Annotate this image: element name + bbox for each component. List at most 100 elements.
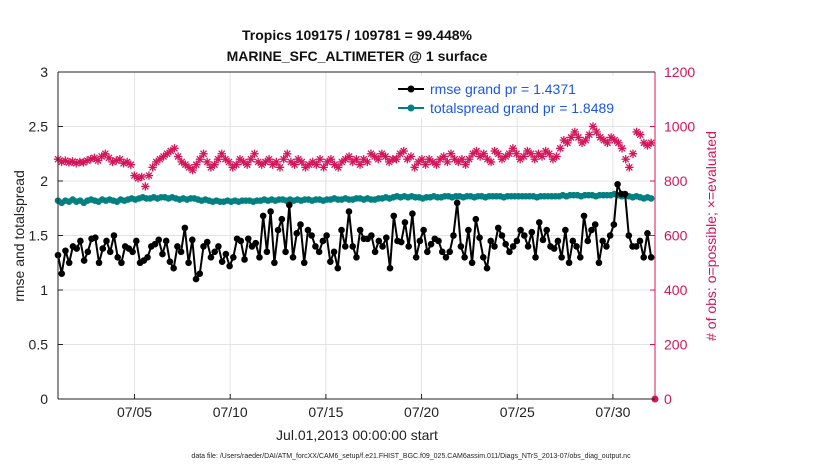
rmse-point	[420, 226, 427, 234]
obs-count-marker	[494, 149, 503, 158]
rmse-point	[509, 243, 517, 250]
rmse-point	[614, 180, 621, 188]
obs-count-marker	[217, 149, 226, 158]
y-left-tick-label: 3	[40, 64, 48, 80]
rmse-point	[84, 248, 92, 256]
obs-count-marker	[326, 155, 336, 164]
obs-count-marker	[228, 163, 237, 172]
rmse-point	[636, 237, 644, 245]
obs-count-marker	[173, 152, 183, 161]
rmse-point	[409, 210, 416, 217]
obs-count-marker	[530, 155, 539, 164]
rmse-point	[569, 237, 577, 245]
rmse-point	[330, 248, 338, 256]
obs-count-marker	[122, 157, 132, 167]
rmse-point	[524, 243, 532, 250]
rmse-point	[237, 237, 245, 245]
rmse-point	[263, 248, 271, 256]
rmse-point	[259, 212, 267, 220]
rmse-point	[595, 259, 603, 267]
obs-count-marker	[592, 127, 601, 137]
obs-count-marker	[286, 157, 296, 167]
rmse-point	[647, 253, 655, 261]
obs-count-marker	[315, 155, 325, 164]
y-right-tick-label: 0	[664, 391, 672, 407]
rmse-point	[106, 248, 114, 256]
obs-count-marker	[563, 138, 572, 148]
obs-count-marker	[243, 160, 252, 169]
y-left-tick-label: 1	[40, 282, 48, 298]
series-totalspread	[54, 190, 655, 207]
rmse-point	[110, 232, 118, 239]
rmse-point	[491, 243, 498, 250]
rmse-point	[341, 243, 349, 250]
rmse-point	[230, 253, 237, 261]
obs-count-marker	[232, 160, 241, 169]
rmse-point	[416, 237, 424, 245]
rmse-point	[465, 226, 472, 234]
rmse-point	[487, 237, 495, 245]
rmse-point	[513, 237, 521, 245]
obs-count-marker	[399, 146, 408, 156]
obs-count-marker	[410, 163, 419, 172]
obs-count-marker	[224, 157, 234, 167]
obs-count-marker	[625, 163, 634, 172]
y-left-tick-label: 0.5	[29, 337, 49, 353]
x-axis-ticks: 07/05 07/10 07/15 07/20 07/25 07/30	[117, 394, 631, 420]
obs-count-marker	[126, 160, 135, 169]
rmse-point	[386, 264, 394, 272]
rmse-point	[550, 245, 558, 252]
obs-count-marker	[119, 159, 128, 168]
rmse-point	[345, 208, 353, 215]
rmse-point	[375, 237, 383, 245]
rmse-point	[222, 250, 230, 258]
rmse-point	[479, 253, 487, 261]
obs-count-marker	[188, 165, 197, 175]
obs-count-marker	[636, 130, 645, 139]
y-axis-right-label: # of obs: o=possible; ×=evaluated	[703, 131, 719, 341]
rmse-point	[114, 253, 121, 261]
rmse-point	[450, 232, 457, 239]
obs-count-marker	[137, 172, 146, 182]
rmse-point	[155, 236, 163, 244]
obs-count-marker	[272, 157, 281, 167]
rmse-point	[412, 253, 420, 261]
obs-count-marker	[552, 152, 561, 161]
obs-count-marker	[195, 155, 205, 164]
obs-count-marker	[421, 160, 430, 169]
obs-count-marker	[250, 149, 259, 158]
rmse-point	[632, 243, 640, 250]
obs-count-marker	[555, 144, 565, 153]
chart-title-line2: MARINE_SFC_ALTIMETER @ 1 surface	[227, 48, 488, 64]
y-right-tick-label: 800	[664, 173, 688, 189]
rmse-point	[562, 226, 569, 234]
rmse-point	[371, 248, 379, 256]
rmse-point	[159, 250, 166, 258]
obs-count-marker	[545, 149, 554, 158]
obs-count-marker	[144, 171, 154, 180]
rmse-point	[300, 259, 308, 267]
x-tick-label: 07/05	[117, 404, 152, 420]
rmse-point	[297, 221, 304, 228]
rmse-point	[368, 232, 375, 239]
rmse-point	[468, 259, 476, 267]
rmse-point	[218, 258, 226, 265]
obs-count-marker	[374, 155, 383, 164]
y-left-tick-label: 2.5	[29, 119, 49, 135]
obs-count-marker	[617, 144, 627, 153]
rmse-point	[286, 201, 293, 209]
rmse-point	[625, 232, 633, 239]
rmse-point	[95, 259, 103, 267]
obs-count-marker	[472, 146, 481, 156]
rmse-point	[293, 230, 301, 237]
y-left-tick-label: 0	[40, 391, 48, 407]
rmse-point	[312, 243, 319, 250]
rmse-point	[189, 236, 196, 244]
x-tick-label: 07/15	[308, 404, 343, 420]
rmse-point	[353, 253, 360, 261]
rmse-point	[226, 262, 233, 270]
rmse-point	[446, 248, 454, 256]
obs-count-marker	[319, 163, 328, 172]
rmse-point	[453, 199, 461, 207]
rmse-point	[315, 248, 323, 256]
